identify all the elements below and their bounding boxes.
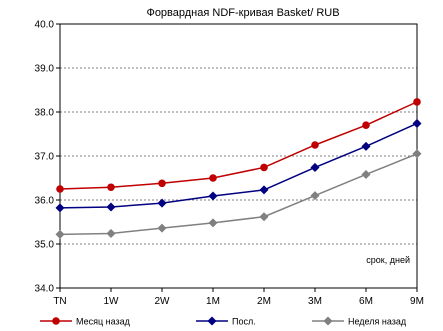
legend-label: Посл. [232,317,256,327]
data-point [413,98,421,106]
legend: Месяц назад Посл. Неделя назад [40,316,407,327]
series-line [59,153,418,236]
legend-item: Неделя назад [312,316,407,327]
data-point [310,191,320,201]
legend-item: Посл. [196,316,256,327]
x-tick-label: 2M [257,296,271,307]
data-point [260,163,268,172]
data-point [208,218,218,228]
data-point [361,141,371,151]
data-point [158,179,166,188]
x-tick-label: 9M [410,296,424,307]
y-tick-label: 36.0 [35,196,55,207]
y-tick-label: 37.0 [35,152,55,163]
series-1 [56,98,421,193]
data-point [362,121,370,129]
data-point [311,141,319,149]
y-tick-label: 40.0 [35,20,55,31]
data-point [361,169,371,179]
x-tick-label: TN [53,296,66,307]
data-point [412,149,422,159]
legend-label: Месяц назад [76,317,131,327]
data-point [55,203,65,213]
series-2 [55,118,422,213]
data-point [259,185,269,195]
data-point [310,162,320,172]
series-line [59,101,418,190]
grid-layer [56,23,418,292]
data-point [157,223,167,233]
data-point [157,198,167,208]
series-line [59,122,418,209]
legend-item: Месяц назад [40,317,131,327]
chart-title: Форвардная NDF-кривая Basket/ RUB [146,7,339,19]
y-tick-label: 38.0 [35,108,55,119]
x-tick-label: 2W [155,296,171,307]
x-tick-label: 6M [359,296,373,307]
data-point [412,118,422,128]
y-tick-label: 34.0 [35,284,55,295]
legend-marker [207,316,217,326]
y-tick-label: 35.0 [35,240,55,251]
x-tick-label: 1W [104,296,120,307]
x-tick-label: 1M [206,296,220,307]
data-point [209,174,217,182]
x-tick-labels: TN 1W 2W 1M 2M 3M 6M 9M [53,296,424,307]
axis-annotation: срок, дней [366,255,410,265]
y-tick-labels: 34.0 35.0 36.0 37.0 38.0 39.0 40.0 [35,20,55,295]
data-point [106,202,116,212]
data-point [259,212,269,222]
data-point [56,185,64,193]
data-point [107,183,115,192]
legend-label: Неделя назад [348,317,407,327]
legend-marker [323,316,333,326]
x-tick-label: 3M [308,296,322,307]
series-3 [55,149,422,239]
data-point [208,191,218,201]
data-point [55,229,65,239]
legend-marker [52,317,60,325]
data-point [106,228,116,238]
series-layer [55,98,422,239]
y-tick-label: 39.0 [35,64,55,75]
